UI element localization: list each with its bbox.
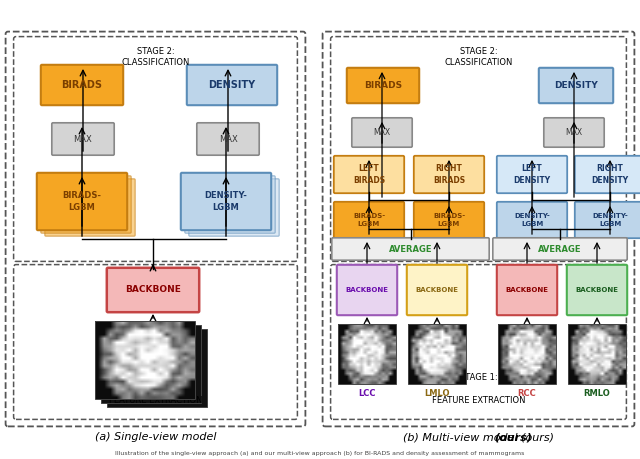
- Text: BIRADS: BIRADS: [61, 80, 102, 90]
- Text: AVERAGE: AVERAGE: [388, 245, 432, 253]
- Text: LEFT
BIRADS: LEFT BIRADS: [353, 164, 385, 185]
- FancyBboxPatch shape: [185, 176, 275, 233]
- Text: MAX: MAX: [74, 134, 92, 144]
- Text: RIGHT
BIRADS: RIGHT BIRADS: [433, 164, 465, 185]
- FancyBboxPatch shape: [197, 123, 259, 155]
- Text: BIRADS-
LGBM: BIRADS- LGBM: [353, 213, 385, 227]
- Text: RMLO: RMLO: [584, 389, 611, 398]
- Text: BACKBONE: BACKBONE: [125, 285, 181, 295]
- FancyBboxPatch shape: [497, 156, 567, 193]
- FancyBboxPatch shape: [332, 238, 489, 260]
- Text: (ours): (ours): [495, 432, 532, 442]
- FancyBboxPatch shape: [337, 265, 397, 315]
- FancyBboxPatch shape: [497, 265, 557, 315]
- Text: MAX: MAX: [565, 128, 582, 137]
- FancyBboxPatch shape: [45, 179, 135, 236]
- Text: (b) Multi-view model (ours): (b) Multi-view model (ours): [403, 432, 554, 442]
- Text: STAGE 1:

FEATURE EXTRACTION: STAGE 1: FEATURE EXTRACTION: [109, 373, 202, 405]
- FancyBboxPatch shape: [352, 118, 412, 147]
- Text: BIRADS-
LGBM: BIRADS- LGBM: [433, 213, 465, 227]
- FancyBboxPatch shape: [414, 202, 484, 238]
- Text: LMLO: LMLO: [424, 389, 450, 398]
- FancyBboxPatch shape: [181, 173, 271, 230]
- FancyBboxPatch shape: [107, 268, 199, 312]
- FancyBboxPatch shape: [544, 118, 604, 147]
- Text: DENSITY: DENSITY: [209, 80, 255, 90]
- Text: STAGE 2:
CLASSIFICATION: STAGE 2: CLASSIFICATION: [122, 47, 189, 67]
- Text: MAX: MAX: [373, 128, 390, 137]
- Text: LEFT
DENSITY: LEFT DENSITY: [513, 164, 550, 185]
- FancyBboxPatch shape: [107, 329, 207, 407]
- FancyBboxPatch shape: [407, 265, 467, 315]
- FancyBboxPatch shape: [575, 202, 640, 238]
- FancyBboxPatch shape: [347, 68, 419, 103]
- FancyBboxPatch shape: [52, 123, 114, 155]
- FancyBboxPatch shape: [101, 325, 201, 403]
- FancyBboxPatch shape: [187, 65, 277, 105]
- FancyBboxPatch shape: [497, 202, 567, 238]
- FancyBboxPatch shape: [189, 179, 279, 236]
- Text: BACKBONE: BACKBONE: [575, 287, 618, 293]
- Text: AVERAGE: AVERAGE: [538, 245, 582, 253]
- Text: Illustration of the single-view approach (a) and our multi-view approach (b) for: Illustration of the single-view approach…: [115, 450, 525, 455]
- Text: (a) Single-view model: (a) Single-view model: [95, 432, 216, 442]
- FancyBboxPatch shape: [539, 68, 613, 103]
- Text: DENSITY-
LGBM: DENSITY- LGBM: [514, 213, 550, 227]
- Text: DENSITY-
LGBM: DENSITY- LGBM: [592, 213, 628, 227]
- FancyBboxPatch shape: [575, 156, 640, 193]
- Text: RCC: RCC: [518, 389, 536, 398]
- Text: STAGE 1:

FEATURE EXTRACTION: STAGE 1: FEATURE EXTRACTION: [432, 373, 525, 405]
- FancyBboxPatch shape: [414, 156, 484, 193]
- Text: MAX: MAX: [219, 134, 237, 144]
- Text: BACKBONE: BACKBONE: [506, 287, 548, 293]
- FancyBboxPatch shape: [41, 65, 123, 105]
- Text: DENSITY-
LGBM: DENSITY- LGBM: [205, 191, 248, 212]
- Text: BIRADS: BIRADS: [364, 81, 402, 90]
- FancyBboxPatch shape: [493, 238, 627, 260]
- Text: DENSITY: DENSITY: [554, 81, 598, 90]
- FancyBboxPatch shape: [334, 202, 404, 238]
- FancyBboxPatch shape: [334, 156, 404, 193]
- Text: BACKBONE: BACKBONE: [346, 287, 388, 293]
- Text: BIRADS-
LGBM: BIRADS- LGBM: [63, 191, 102, 212]
- Text: STAGE 2:
CLASSIFICATION: STAGE 2: CLASSIFICATION: [444, 47, 513, 67]
- FancyBboxPatch shape: [567, 265, 627, 315]
- FancyBboxPatch shape: [36, 173, 127, 230]
- Text: BACKBONE: BACKBONE: [415, 287, 458, 293]
- Text: LCC: LCC: [358, 389, 376, 398]
- FancyBboxPatch shape: [41, 176, 131, 233]
- Text: RIGHT
DENSITY: RIGHT DENSITY: [591, 164, 628, 185]
